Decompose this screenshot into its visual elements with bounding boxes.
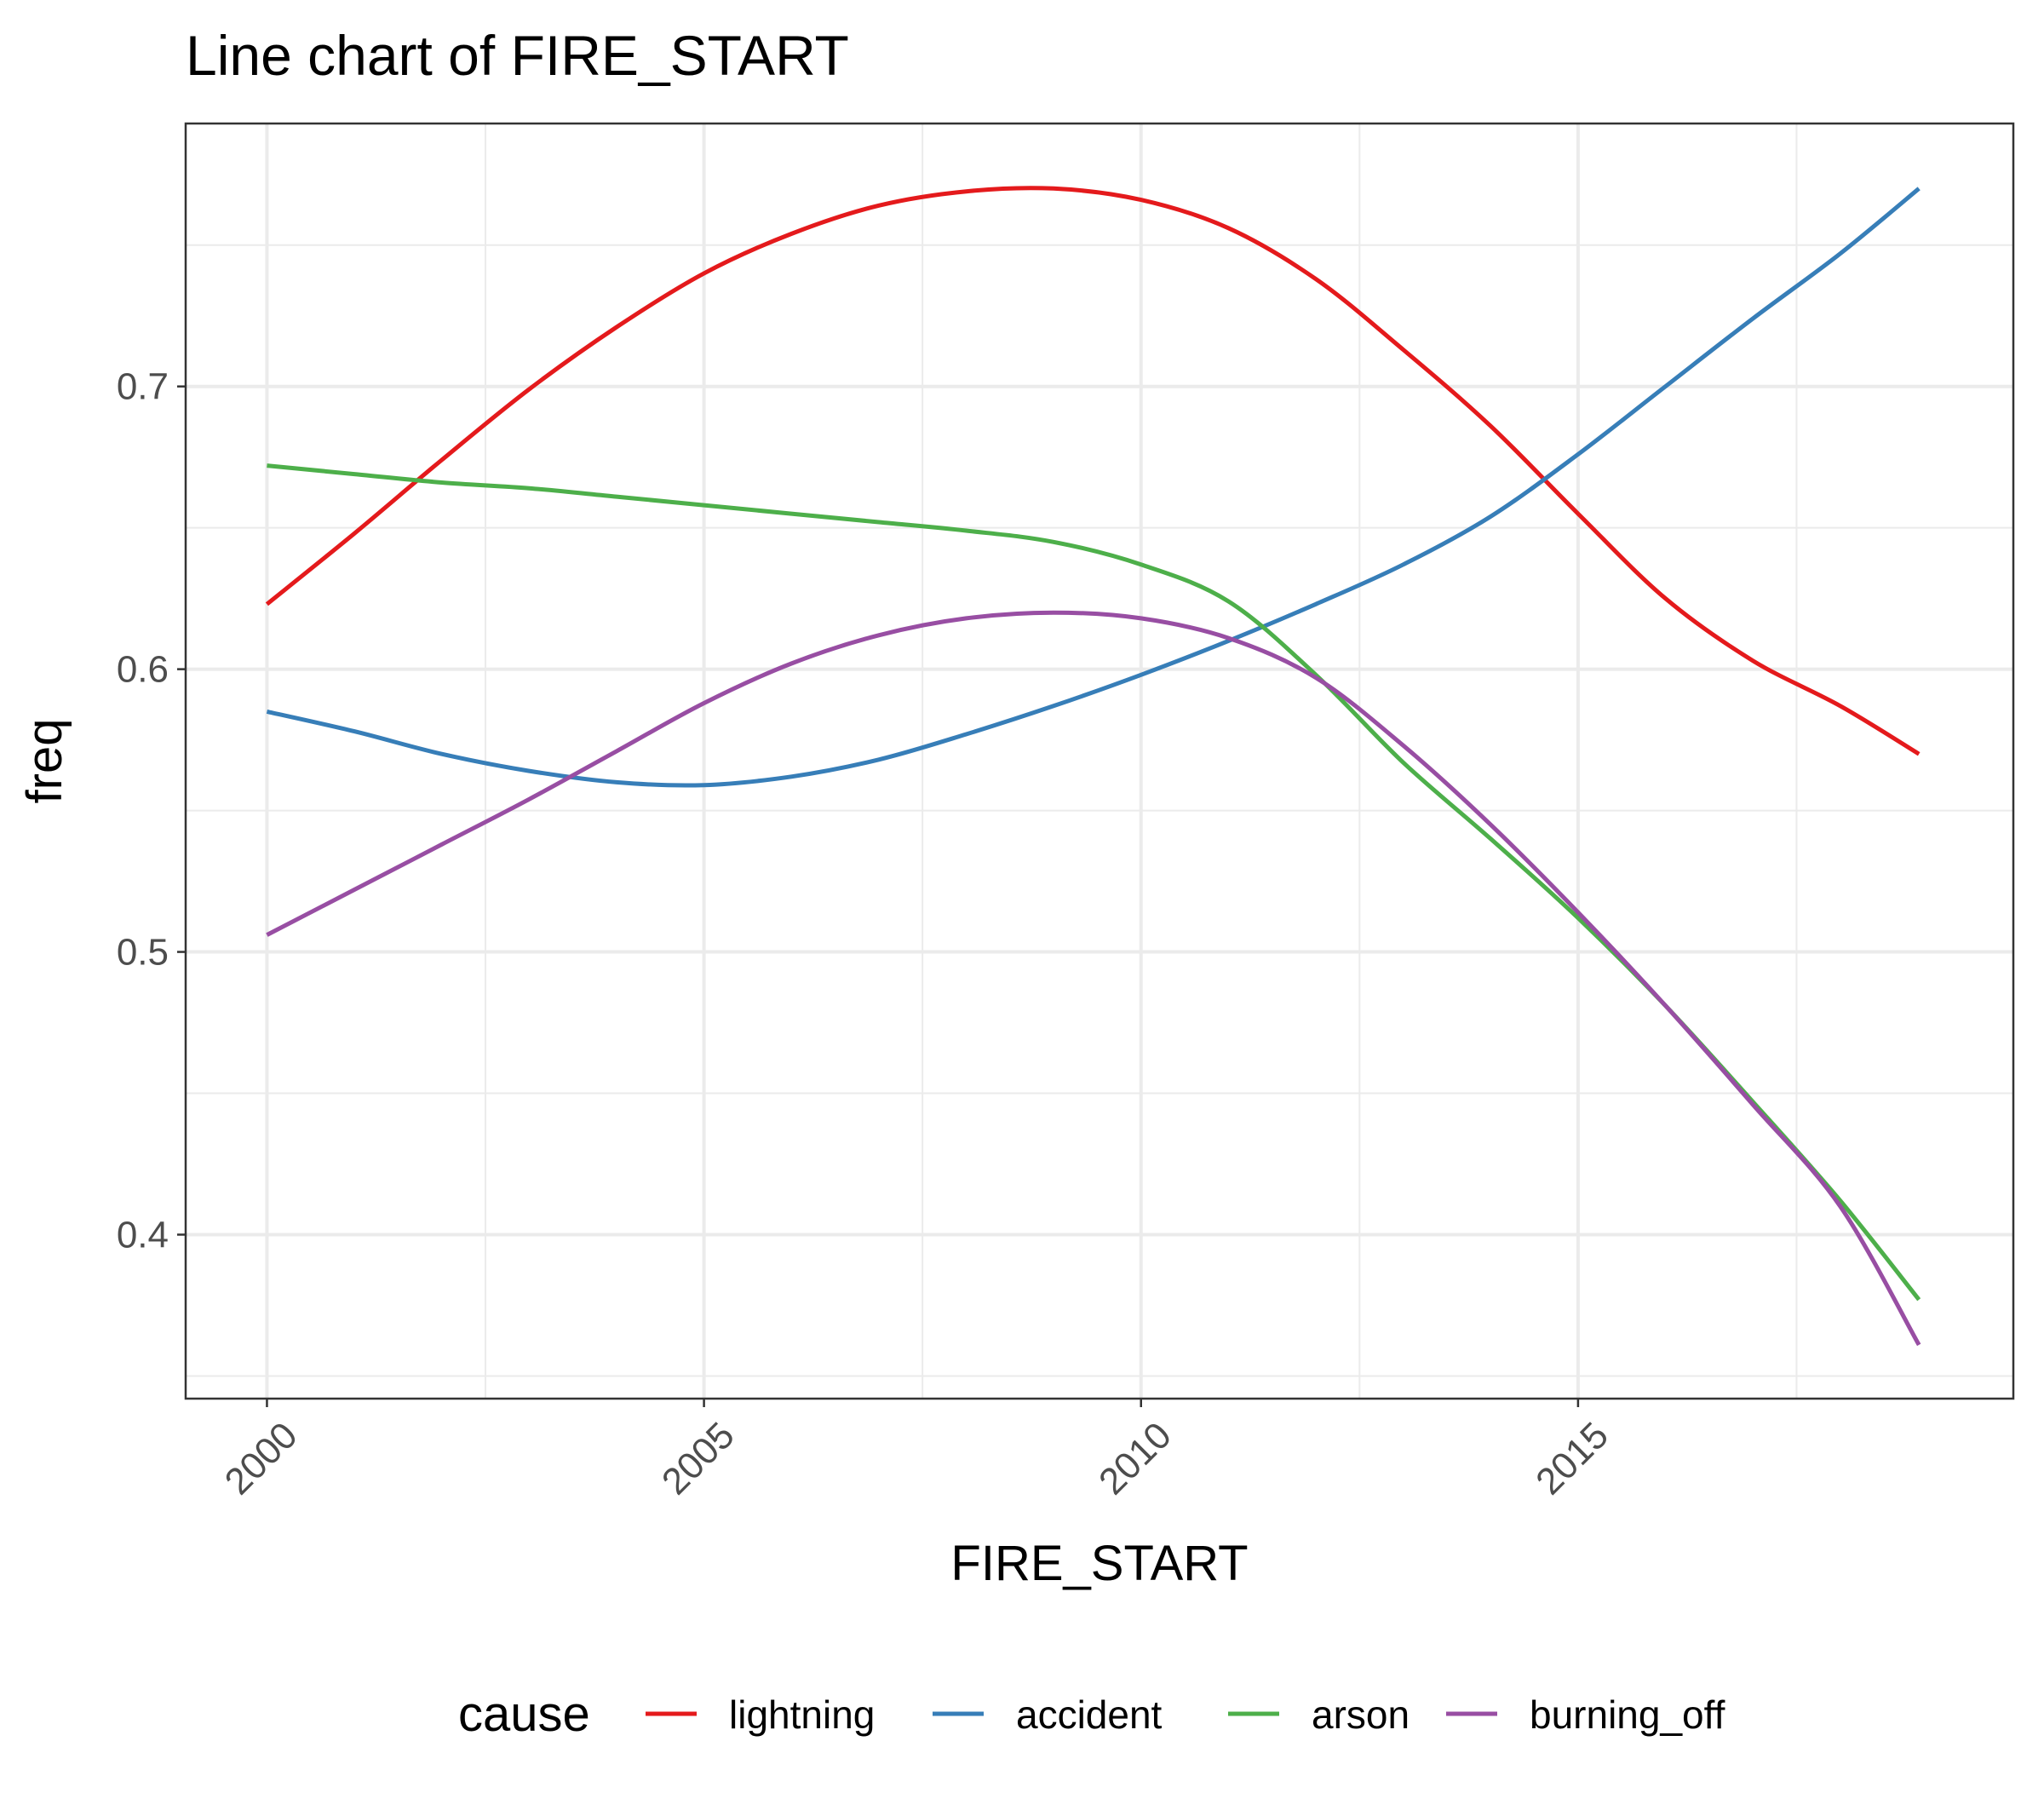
grid-lines <box>186 124 2013 1399</box>
legend-title: cause <box>458 1687 590 1742</box>
legend-label-accident: accident <box>1016 1692 1163 1737</box>
legend-label-arson: arson <box>1312 1692 1410 1737</box>
legend: cause lightning accident arson burning_off <box>458 1687 1725 1742</box>
y-tick-label: 0.4 <box>117 1214 169 1256</box>
x-axis-title: FIRE_START <box>950 1536 1248 1591</box>
y-axis-title: freq <box>17 719 72 804</box>
plot-panel-border <box>184 122 2015 1400</box>
series-line-accident <box>266 187 1921 788</box>
y-tick-label: 0.5 <box>117 932 169 974</box>
y-tick-label: 0.6 <box>117 649 169 691</box>
chart-title: Line chart of FIRE_START <box>186 24 849 87</box>
y-tick-label: 0.7 <box>117 366 169 408</box>
legend-label-burning-off: burning_off <box>1530 1692 1725 1737</box>
legend-label-lightning: lightning <box>729 1692 875 1737</box>
series-lines <box>265 186 1921 1347</box>
series-line-lightning <box>265 186 1921 756</box>
series-line-burning-off <box>266 610 1921 1347</box>
